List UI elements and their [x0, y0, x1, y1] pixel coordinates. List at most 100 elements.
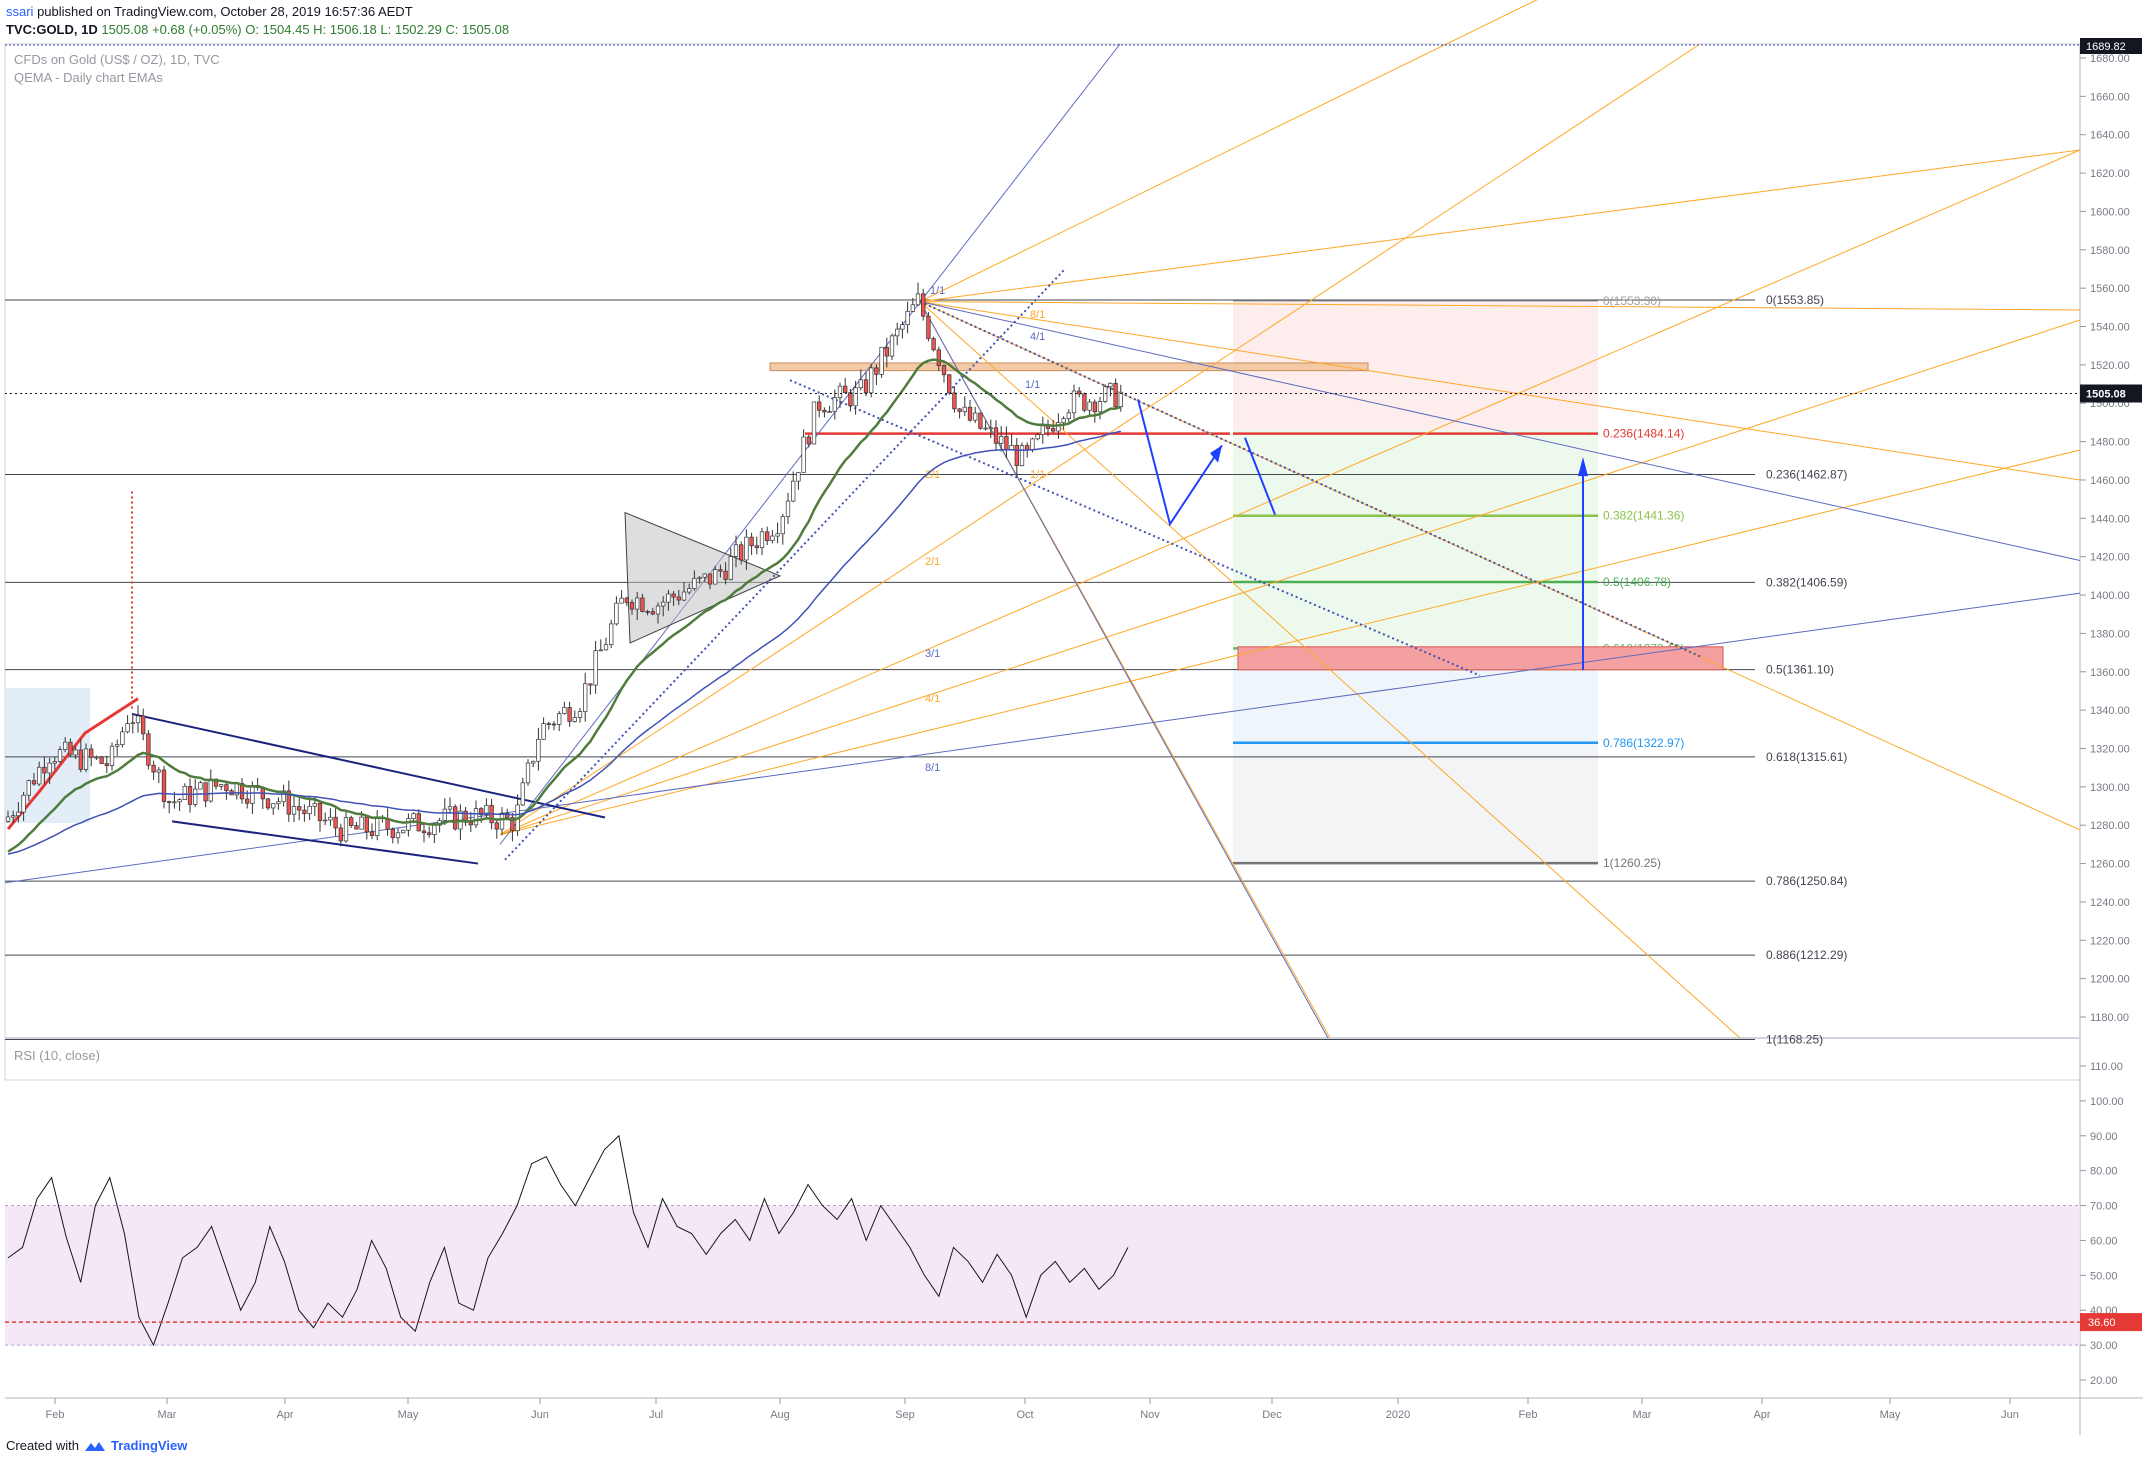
blue-fan-line [919, 301, 1329, 1039]
candle-body [572, 717, 577, 722]
candle-body [1061, 418, 1066, 423]
candle-body [780, 516, 785, 535]
rsi-badge-label: 36.60 [2088, 1317, 2116, 1329]
candle-body [952, 392, 957, 410]
candle-body [936, 349, 941, 366]
time-tick-label: Mar [158, 1409, 177, 1421]
candle-body [1071, 390, 1077, 414]
candle-body [1051, 428, 1056, 432]
candle-body [765, 531, 770, 541]
candle-body [510, 817, 515, 832]
projection-arrowhead [1210, 445, 1222, 463]
candle-body [130, 722, 135, 725]
candle-body [135, 715, 141, 724]
candle-body [869, 367, 874, 394]
candle-body [562, 707, 567, 714]
gann-fan-line [499, 319, 2081, 836]
time-tick-label: Jun [531, 1409, 549, 1421]
price-tick-label: 1440.00 [2090, 513, 2130, 525]
symbol-label[interactable]: TVC:GOLD, 1D [6, 22, 98, 37]
candle-body [827, 411, 832, 413]
candle-body [941, 365, 947, 376]
candle-body [187, 786, 193, 805]
candle-body [999, 436, 1004, 444]
candle-body [167, 801, 172, 803]
candle-body [68, 741, 73, 756]
price-tick-label: 1680.00 [2090, 53, 2130, 65]
candle-body [603, 644, 609, 651]
candle-body [733, 544, 739, 557]
price-tick-label: 1320.00 [2090, 743, 2130, 755]
time-tick-label: Feb [46, 1409, 65, 1421]
candle-body [21, 794, 26, 813]
candle-body [1004, 436, 1009, 451]
candle-body [182, 786, 187, 801]
fib-right-label: 0.5(1361.10) [1766, 663, 1834, 677]
candle-body [655, 605, 661, 615]
time-tick-label: Oct [1016, 1409, 1033, 1421]
fan-label: 2/1 [925, 469, 940, 481]
last-price: 1505.08 [101, 22, 149, 37]
candle-body [640, 597, 645, 612]
candle-body [926, 315, 931, 339]
rsi-tick-label: 100.00 [2090, 1096, 2124, 1108]
candle-body [895, 328, 900, 337]
price-tick-label: 1460.00 [2090, 475, 2130, 487]
candle-body [791, 480, 796, 502]
time-tick-label: Sep [895, 1409, 915, 1421]
fan-label: 3/1 [925, 648, 940, 660]
candle-body [567, 707, 572, 722]
candle-body [614, 602, 619, 625]
candle-body [583, 683, 588, 712]
time-tick-label: 2020 [1386, 1409, 1410, 1421]
candles [5, 282, 1123, 847]
candle-body [962, 406, 967, 412]
chart-frame [4, 43, 2081, 1081]
candle-body [271, 803, 276, 809]
candle-body [837, 385, 843, 399]
gann-fans: 1/1 8/1 4/1 2/1 1/1 2/1 3/1 4/1 8/1 1/1 [4, 0, 2081, 1039]
rsi-tick-label: 110.00 [2090, 1061, 2123, 1073]
candle-body [125, 723, 130, 733]
candle-body [432, 824, 437, 835]
candle-body [297, 806, 302, 811]
candle-body [718, 569, 723, 572]
candle-body [208, 778, 213, 802]
candle-body [723, 570, 728, 580]
candle-body [754, 545, 759, 549]
time-tick-label: Nov [1140, 1409, 1160, 1421]
fib-mid-label: 1(1260.25) [1603, 856, 1661, 870]
fib-right-label: 0.236(1462.87) [1766, 467, 1847, 481]
fib-levels: 0(1553.85) 0.236(1462.87) 0.382(1406.59) 0.… [5, 293, 1847, 1047]
candle-body [219, 784, 224, 787]
candle-body [744, 536, 749, 561]
candle-body [988, 427, 993, 430]
blue-fan-line [919, 301, 2081, 562]
candle-body [884, 346, 889, 357]
footer-brand[interactable]: TradingView [110, 1438, 188, 1453]
candle-body [629, 602, 635, 610]
candle-body [739, 544, 744, 561]
author-link[interactable]: ssari [6, 4, 34, 19]
fib-right-label: 0.618(1315.61) [1766, 750, 1847, 764]
candle-body [1019, 445, 1025, 466]
candle-body [276, 801, 281, 805]
candle-body [406, 818, 411, 831]
candle-body [224, 784, 229, 792]
candle-body [983, 427, 988, 430]
candle-body [99, 756, 104, 764]
resistance-box [769, 362, 1369, 372]
candle-body [484, 804, 489, 816]
candle-body [323, 819, 328, 822]
rsi-tick-label: 20.00 [2090, 1375, 2118, 1387]
projection-path-2 [1244, 437, 1276, 515]
candle-body [707, 573, 713, 585]
price-tick-label: 1480.00 [2090, 437, 2130, 449]
candle-body [728, 556, 733, 580]
candle-body [967, 406, 973, 421]
rsi-tick-label: 60.00 [2090, 1235, 2118, 1247]
candle-body [265, 798, 271, 809]
candle-body [57, 749, 63, 762]
fib-mid-label: 0(1553.30) [1603, 294, 1661, 308]
